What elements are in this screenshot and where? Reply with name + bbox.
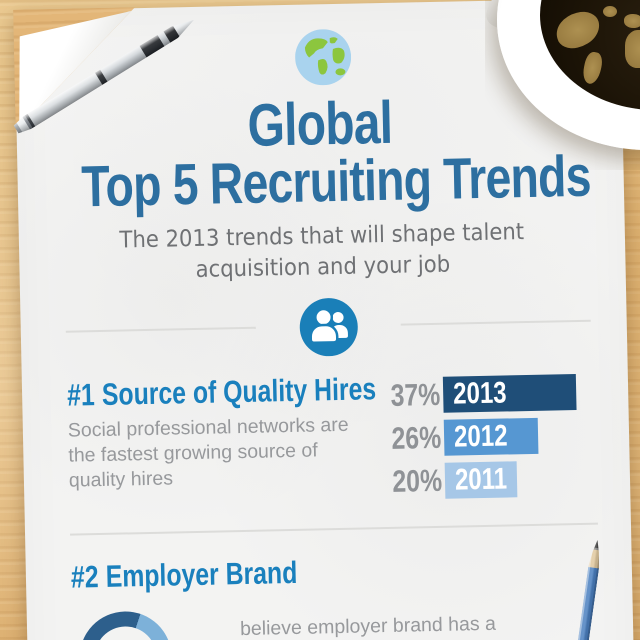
- section1-body: Social professional networks are the fas…: [67, 413, 349, 492]
- world-map-foam-south-america: [580, 50, 605, 86]
- people-badge-icon: [299, 297, 359, 357]
- world-map-foam-europe: [624, 14, 640, 28]
- section1-number: #1: [66, 377, 96, 413]
- bar-row: 26% 2012: [379, 416, 620, 457]
- person-back-head: [332, 311, 344, 324]
- bar-category-label: 2011: [454, 462, 508, 497]
- section-divider: [70, 522, 598, 536]
- bar-category-label: 2013: [452, 376, 507, 411]
- world-map-foam-greenland: [603, 6, 617, 17]
- section1-title: Source of Quality Hires: [101, 371, 377, 412]
- coffee-cup: [485, 0, 640, 170]
- bar-category-label: 2012: [453, 419, 508, 454]
- section2-title: Employer Brand: [105, 554, 298, 594]
- section2-number: #2: [70, 559, 99, 595]
- section2-heading: #2 Employer Brand: [71, 555, 355, 595]
- bar-row: 20% 2011: [380, 459, 621, 500]
- bar-value-label: 37%: [390, 376, 441, 413]
- person-front-head: [316, 310, 331, 325]
- donut-chart: [78, 610, 173, 640]
- bar-2012: 2012: [443, 417, 539, 456]
- bar-value-label: 26%: [391, 419, 442, 456]
- infographic-paper: Global Top 5 Recruiting Trends The 2013 …: [14, 0, 635, 640]
- world-map-foam-north-america: [552, 8, 604, 52]
- world-map-foam-africa: [625, 30, 640, 68]
- person-front-body: [311, 326, 337, 342]
- subtitle-line2: acquisition and your job: [194, 251, 451, 283]
- bar-2013: 2013: [442, 374, 577, 413]
- globe-icon: [295, 29, 352, 86]
- divider-left: [65, 326, 256, 333]
- divider-right: [400, 319, 591, 326]
- bar-value-label: 20%: [392, 462, 443, 499]
- bar-row: 37% 2013: [378, 373, 619, 414]
- section2-body: believe employer brand has a: [239, 612, 497, 640]
- bar-chart: 37% 2013 26% 2012 20% 2011: [378, 373, 621, 507]
- bar-2011: 2011: [444, 461, 518, 499]
